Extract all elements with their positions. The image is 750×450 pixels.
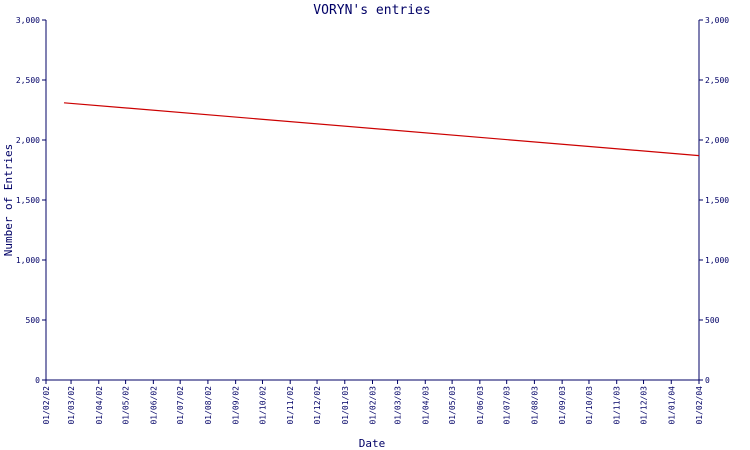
y-axis-title: Number of Entries [2,144,15,257]
y-tick-label-right: 1,000 [705,256,729,265]
y-tick-label-right: 1,500 [705,196,729,205]
y-axis-ticks: 0 0 500 500 1,000 1,000 1,500 1,500 2,000 2,000 2,… [16,16,729,385]
x-tick-label: 01/06/02 [149,386,158,425]
x-axis-ticks: 01/02/02 01/03/02 01/04/02 01/05/02 01/06/02… [42,380,704,425]
x-tick-label: 01/12/03 [640,386,649,425]
y-tick-label-left: 3,000 [16,16,40,25]
x-tick-label: 01/04/03 [421,386,430,425]
x-tick-label: 01/05/02 [122,386,131,425]
x-tick-label: 01/04/02 [95,386,104,425]
y-tick-label-right: 2,000 [705,136,729,145]
chart-title: VORYN's entries [313,3,430,18]
x-tick-label: 01/01/03 [341,386,350,425]
x-tick-label: 01/06/03 [476,386,485,425]
axes [45,20,700,381]
x-tick-label: 01/09/02 [232,386,241,425]
y-tick-label-left: 1,000 [16,256,40,265]
x-tick-label: 01/07/02 [176,386,185,425]
x-tick-label: 01/02/02 [42,386,51,425]
x-tick-label: 01/10/02 [258,386,267,425]
x-tick-label: 01/03/02 [67,386,76,425]
x-tick-label: 01/08/02 [204,386,213,425]
y-tick-label-left: 500 [26,316,41,325]
x-tick-label: 01/11/02 [286,386,295,425]
series-layer [63,102,700,157]
y-tick-label-right: 2,500 [705,76,729,85]
x-tick-label: 01/10/03 [585,386,594,425]
y-tick-label-left: 0 [35,376,40,385]
y-tick-label-right: 500 [705,316,720,325]
x-tick-label: 01/11/03 [613,386,622,425]
y-tick-label-left: 1,500 [16,196,40,205]
y-tick-label-right: 3,000 [705,16,729,25]
x-tick-label: 01/03/03 [394,386,403,425]
x-axis-title: Date [359,437,386,450]
x-tick-label: 01/05/03 [448,386,457,425]
series-line [63,102,700,157]
y-tick-label-left: 2,500 [16,76,40,85]
x-tick-label: 01/07/03 [503,386,512,425]
x-tick-label: 01/09/03 [558,386,567,425]
x-tick-label: 01/12/02 [313,386,322,425]
x-tick-label: 01/01/04 [667,386,676,425]
x-tick-label: 01/02/03 [369,386,378,425]
x-tick-label: 01/08/03 [530,386,539,425]
y-tick-label-right: 0 [705,376,710,385]
y-tick-label-left: 2,000 [16,136,40,145]
x-tick-label: 01/02/04 [695,386,704,425]
